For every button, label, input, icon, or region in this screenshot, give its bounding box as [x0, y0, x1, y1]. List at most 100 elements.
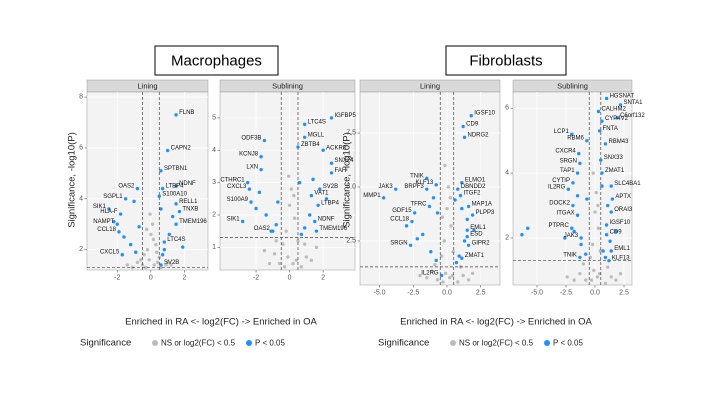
- point: [169, 263, 173, 267]
- point: [302, 242, 307, 246]
- point: [520, 233, 524, 237]
- labeled-point: [466, 204, 471, 209]
- x-tick-label: 2: [183, 275, 187, 282]
- point: [443, 163, 447, 168]
- point: [594, 190, 598, 195]
- labeled-point: [117, 230, 121, 234]
- gene-label: FNTA: [603, 126, 618, 132]
- labeled-point: [115, 222, 119, 226]
- gene-label: ESD: [470, 232, 483, 238]
- labeled-point: [578, 255, 582, 260]
- point: [294, 258, 299, 262]
- point: [145, 247, 150, 252]
- gene-label: RBM43: [608, 139, 629, 145]
- labeled-point: [607, 258, 611, 263]
- point: [592, 268, 596, 273]
- point: [147, 258, 151, 262]
- labeled-point: [460, 256, 464, 260]
- point: [297, 180, 302, 185]
- y-tick-label: 1: [212, 244, 216, 251]
- labeled-point: [123, 197, 128, 201]
- point: [314, 245, 319, 250]
- gene-label: SIK1: [93, 204, 107, 210]
- labeled-point: [610, 197, 615, 201]
- labeled-point: [571, 203, 575, 208]
- point: [144, 265, 148, 270]
- labeled-point: [410, 219, 414, 224]
- gene-label: ITGF2: [463, 191, 481, 197]
- labeled-point: [296, 145, 300, 149]
- labeled-point: [162, 240, 167, 244]
- point: [287, 203, 292, 207]
- x-tick-label: 2.5: [476, 290, 486, 297]
- point: [286, 255, 290, 259]
- title-box: [445, 45, 567, 76]
- labeled-point: [609, 249, 613, 253]
- point: [442, 239, 446, 243]
- plot-area: [86, 91, 209, 271]
- labeled-point: [570, 226, 574, 230]
- gene-label: CAPN2: [171, 145, 192, 151]
- point: [608, 239, 612, 243]
- point: [418, 273, 422, 278]
- gene-label: IL2RG: [421, 271, 439, 277]
- gene-label: CXCR4: [555, 149, 576, 155]
- labeled-point: [439, 273, 444, 278]
- point: [439, 254, 444, 258]
- gene-label: MAP1A: [472, 201, 492, 207]
- labeled-point: [456, 187, 460, 191]
- labeled-point: [579, 236, 583, 240]
- point: [404, 224, 409, 228]
- x-tick-label: -5.0: [531, 290, 543, 297]
- plot-area: [219, 91, 356, 271]
- point: [134, 250, 138, 254]
- point: [309, 258, 314, 262]
- gene-label: BRPF3: [404, 184, 424, 190]
- point: [277, 261, 282, 266]
- point: [254, 206, 258, 211]
- point: [262, 248, 267, 253]
- labeled-point: [425, 187, 429, 191]
- labeled-point: [618, 103, 623, 107]
- point: [429, 250, 433, 254]
- labeled-point: [318, 187, 322, 191]
- point: [282, 265, 287, 269]
- x-tick-label: -2.5: [407, 290, 419, 297]
- gene-label: PTPRC: [548, 223, 569, 229]
- point: [565, 275, 569, 279]
- point: [590, 242, 595, 247]
- point: [267, 261, 272, 266]
- gene-label: ORAI3: [614, 207, 633, 213]
- point: [443, 271, 448, 276]
- y-tick-label: 2: [505, 234, 509, 241]
- labeled-point: [120, 253, 124, 257]
- legend-label: NS or log2(FC) < 0.5: [459, 339, 534, 348]
- gene-label: GDF15: [392, 208, 412, 214]
- point: [589, 278, 594, 282]
- point: [600, 184, 604, 188]
- gene-label: SPTBN1: [164, 166, 188, 172]
- point: [274, 239, 278, 243]
- figure-title: Macrophages: [171, 53, 262, 70]
- point: [431, 196, 436, 200]
- y-tick-label: 7.5: [346, 130, 356, 137]
- legend-marker: [246, 340, 253, 346]
- gene-label: CXCL3: [227, 184, 247, 190]
- gene-label: NDNF: [179, 181, 196, 187]
- point: [434, 258, 438, 263]
- point: [609, 275, 613, 279]
- labeled-point: [177, 209, 182, 214]
- point: [563, 236, 567, 240]
- labeled-point: [571, 181, 575, 185]
- labeled-point: [135, 186, 140, 191]
- gene-label: SV2B: [323, 184, 338, 190]
- gene-label: CYTIP: [552, 178, 570, 184]
- labeled-point: [240, 219, 245, 224]
- plot-area: [512, 91, 633, 286]
- gene-label: NDNF: [318, 216, 335, 222]
- gene-label: TNIK: [563, 252, 577, 258]
- labeled-point: [118, 212, 123, 216]
- labeled-point: [460, 180, 464, 185]
- legend-marker: [544, 340, 551, 346]
